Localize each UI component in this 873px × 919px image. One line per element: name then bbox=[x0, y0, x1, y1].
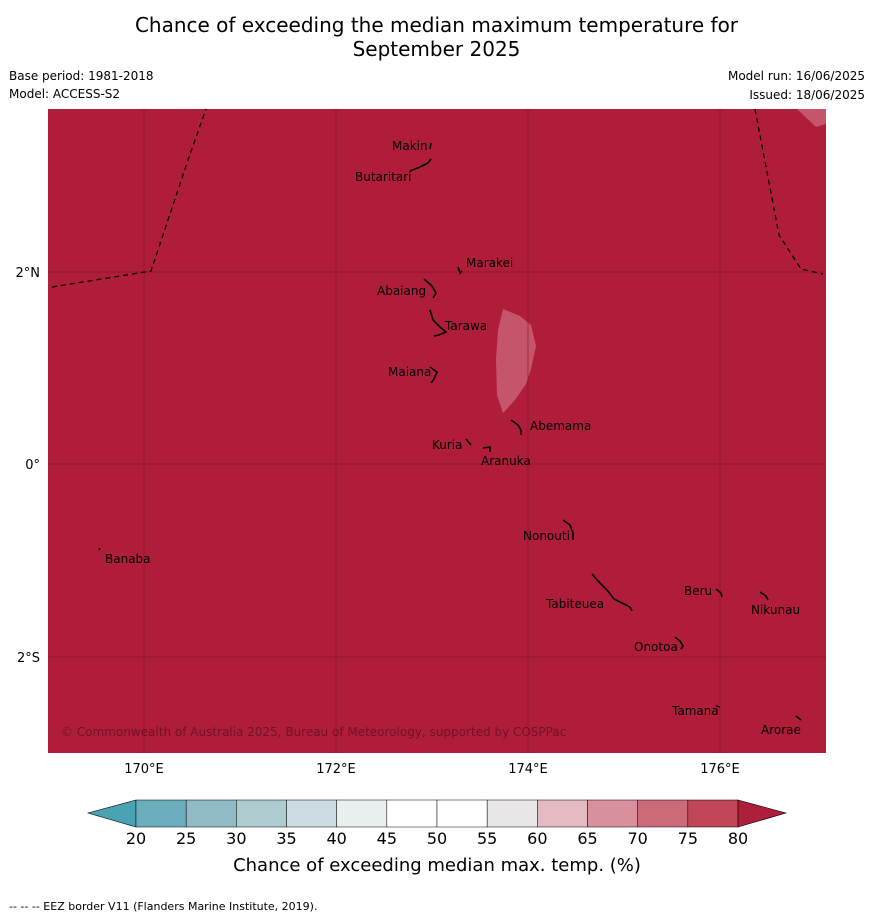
label-makin: Makin bbox=[392, 139, 428, 153]
colorbar-cell bbox=[687, 799, 739, 828]
colorbar-cell bbox=[436, 799, 488, 828]
abaiang-atoll bbox=[423, 278, 437, 299]
colorbar-tick-label: 45 bbox=[377, 829, 397, 848]
colorbar-cell bbox=[537, 799, 588, 828]
colorbar-tick-label: 20 bbox=[126, 829, 146, 848]
axis-labels: 170°E 172°E 174°E 176°E 2°N 0° 2°S bbox=[16, 266, 740, 777]
colorbar-cell bbox=[486, 799, 538, 828]
lat-label-0: 0° bbox=[25, 458, 40, 473]
colorbar: 20 25 30 35 40 45 50 55 60 65 70 75 80 Chance of exc… bbox=[86, 799, 788, 876]
eez-legend-note: -- -- -- EEZ border V11 (Flanders Marine… bbox=[9, 900, 318, 913]
probability-patch-70-75 bbox=[496, 309, 536, 413]
colorbar-cell bbox=[185, 799, 237, 828]
marakei-atoll bbox=[457, 266, 463, 275]
eez-borders bbox=[51, 108, 824, 288]
colorbar-cell bbox=[135, 799, 187, 828]
label-onotoa: Onotoa bbox=[634, 640, 678, 654]
tabiteuea-atoll bbox=[591, 573, 633, 612]
colorbar-tick-label: 30 bbox=[226, 829, 246, 848]
label-tabiteuea: Tabiteuea bbox=[545, 597, 604, 611]
probability-patch-ne bbox=[797, 109, 826, 127]
kuria-island bbox=[465, 438, 472, 446]
colorbar-tick-label: 65 bbox=[577, 829, 597, 848]
label-abaiang: Abaiang bbox=[377, 284, 426, 298]
eez-border-east bbox=[754, 108, 824, 275]
lon-label-170e: 170°E bbox=[124, 762, 164, 777]
label-nonouti: Nonouti bbox=[523, 529, 570, 543]
colorbar-tick-label: 40 bbox=[326, 829, 346, 848]
island-outlines bbox=[98, 142, 802, 721]
model-text: Model: ACCESS-S2 bbox=[9, 87, 121, 101]
label-abemama: Abemama bbox=[530, 419, 591, 433]
model-run-text: Model run: 16/06/2025 bbox=[727, 69, 865, 83]
lon-label-172e: 172°E bbox=[316, 762, 356, 777]
issued-text: Issued: 18/06/2025 bbox=[749, 88, 865, 102]
tarawa-atoll bbox=[429, 309, 448, 337]
colorbar-cell bbox=[637, 799, 689, 828]
label-kuria: Kuria bbox=[432, 438, 463, 452]
colorbar-tick-label: 80 bbox=[728, 829, 748, 848]
makin-island bbox=[429, 142, 432, 150]
colorbar-label: Chance of exceeding median max. temp. (%… bbox=[233, 855, 641, 876]
map-title-line2: September 2025 bbox=[352, 37, 521, 61]
label-arorae: Arorae bbox=[761, 723, 801, 737]
tamana-island bbox=[715, 705, 721, 708]
lat-label-2n: 2°N bbox=[16, 266, 41, 281]
colorbar-cell bbox=[386, 799, 438, 828]
colorbar-over-extension bbox=[737, 799, 788, 828]
label-banaba: Banaba bbox=[105, 552, 151, 566]
label-maiana: Maiana bbox=[388, 365, 431, 379]
arorae-island bbox=[795, 715, 802, 721]
place-labels: Makin Butaritari Marakei Abaiang Tarawa … bbox=[105, 139, 801, 737]
maiana-atoll bbox=[429, 366, 438, 384]
colorbar-tick-label: 50 bbox=[427, 829, 447, 848]
label-tamana: Tamana bbox=[671, 704, 719, 718]
label-butaritari: Butaritari bbox=[355, 170, 412, 184]
butaritari-atoll bbox=[409, 158, 432, 172]
base-period-text: Base period: 1981-2018 bbox=[9, 69, 154, 83]
colorbar-under-extension bbox=[86, 799, 137, 828]
label-tarawa: Tarawa bbox=[444, 319, 487, 333]
colorbar-cell bbox=[336, 799, 388, 828]
lat-label-2s: 2°S bbox=[17, 651, 40, 666]
label-beru: Beru bbox=[684, 584, 712, 598]
lon-label-176e: 176°E bbox=[700, 762, 740, 777]
copyright-notice: © Commonwealth of Australia 2025, Bureau… bbox=[61, 725, 566, 739]
colorbar-tick-label: 70 bbox=[627, 829, 647, 848]
eez-border-west bbox=[51, 108, 207, 288]
label-aranuka: Aranuka bbox=[481, 454, 531, 468]
banaba-island bbox=[98, 547, 101, 551]
abemama-atoll bbox=[510, 419, 522, 435]
colorbar-cell bbox=[236, 799, 287, 828]
colorbar-tick-label: 75 bbox=[678, 829, 698, 848]
nikunau-island bbox=[759, 591, 769, 601]
onotoa-atoll bbox=[674, 636, 684, 650]
lon-label-174e: 174°E bbox=[508, 762, 548, 777]
colorbar-cell bbox=[286, 799, 337, 828]
label-marakei: Marakei bbox=[466, 256, 513, 270]
colorbar-tick-label: 55 bbox=[477, 829, 497, 848]
map-title-line1: Chance of exceeding the median maximum t… bbox=[134, 13, 739, 37]
colorbar-tick-label: 35 bbox=[276, 829, 296, 848]
map-figure: Makin Butaritari Marakei Abaiang Tarawa … bbox=[16, 108, 826, 876]
beru-atoll bbox=[715, 588, 723, 598]
colorbar-tick-label: 60 bbox=[527, 829, 547, 848]
graticule bbox=[48, 109, 826, 753]
aranuka-atoll bbox=[482, 446, 491, 452]
label-nikunau: Nikunau bbox=[751, 603, 800, 617]
nonouti-atoll bbox=[562, 519, 574, 540]
forecast-field bbox=[48, 109, 826, 753]
colorbar-tick-label: 25 bbox=[176, 829, 196, 848]
colorbar-cell bbox=[587, 799, 638, 828]
